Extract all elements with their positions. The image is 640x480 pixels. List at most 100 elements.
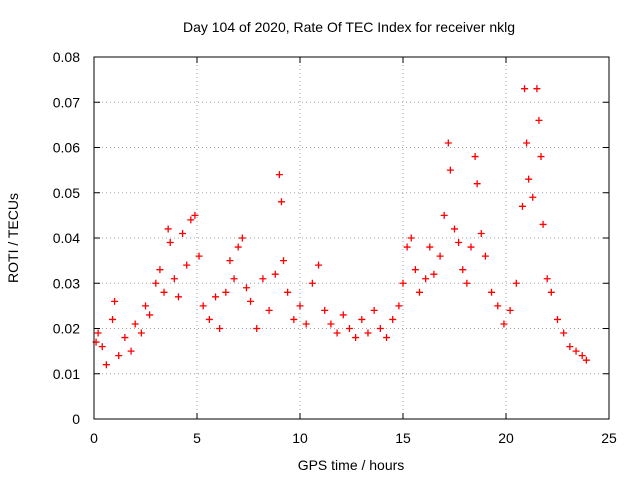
x-tick-label: 25 [601,430,617,446]
x-tick-label: 15 [395,430,411,446]
data-point [535,116,543,124]
grid-lines [94,57,609,419]
data-point [109,315,117,323]
data-point [174,293,182,301]
data-point [195,252,203,260]
data-point [271,270,279,278]
data-point [395,302,403,310]
data-point [506,306,514,314]
data-point [407,234,415,242]
data-point [399,279,407,287]
x-tick-label: 5 [193,430,201,446]
data-point [521,85,529,93]
axis-ticks [93,56,610,420]
data-point [352,334,360,342]
data-point [403,243,411,251]
data-point [115,352,123,360]
data-point [481,252,489,260]
data-point [533,85,541,93]
data-point [164,225,172,233]
data-point [525,175,533,183]
data-point [191,211,199,219]
data-point [333,329,341,337]
data-point [111,297,119,305]
data-point [566,343,574,351]
data-point [327,320,335,328]
data-point [494,302,502,310]
x-tick-label: 10 [292,430,308,446]
data-point [389,315,397,323]
data-point [451,225,458,233]
data-point [265,306,273,314]
data-point [102,361,110,369]
data-point [187,216,195,224]
chart-title: Day 104 of 2020, Rate Of TEC Index for r… [183,19,515,35]
data-point [471,153,479,161]
x-tick-label: 0 [90,430,98,446]
data-point [315,261,323,269]
data-point [222,288,230,296]
data-point [127,347,135,355]
data-point [247,297,255,305]
y-tick-label: 0.08 [53,49,80,65]
data-point [572,347,580,355]
data-point [446,166,454,174]
data-point [467,243,475,251]
data-point [230,275,238,283]
data-point [290,315,298,323]
data-point [477,229,485,237]
data-point [121,334,129,342]
data-point [543,275,551,283]
data-point [275,171,283,179]
data-point [179,229,187,237]
data-point [383,334,391,342]
data-point [376,325,384,332]
data-point [253,325,261,332]
data-point [284,288,292,296]
x-tick-labels: 0 5 10 15 20 25 [90,430,617,446]
y-tick-label: 0.05 [53,185,80,201]
data-point [94,329,102,337]
y-tick-label: 0.03 [53,275,80,291]
data-point [411,266,419,274]
data-point [440,211,448,219]
data-point [539,220,547,228]
data-point [488,288,496,296]
y-tick-label: 0.07 [53,94,80,110]
data-point [321,306,329,314]
data-point [358,315,366,323]
data-point [500,320,508,328]
data-point [183,261,191,269]
data-point [430,270,438,278]
data-point [156,266,164,274]
data-point [296,302,304,310]
data-point [473,180,481,188]
data-point [152,279,160,287]
data-point [226,257,234,265]
data-point [455,239,463,247]
data-point [518,202,526,210]
data-point [529,193,537,201]
data-point [422,275,430,283]
data-point [277,198,285,206]
data-point [463,279,471,287]
data-point [537,153,545,161]
data-point [370,306,378,314]
data-point [345,325,353,332]
data-point [364,329,372,337]
data-point [554,315,561,323]
data-point [234,243,242,251]
y-tick-label: 0.06 [53,140,80,156]
data-point [238,234,246,242]
data-point [170,275,178,283]
data-point [199,302,207,310]
data-point [444,139,452,147]
data-point [582,356,590,364]
data-point [98,343,106,351]
data-point [426,243,434,251]
x-tick-label: 20 [498,430,514,446]
data-point [205,315,213,323]
y-tick-label: 0.01 [53,366,80,382]
data-point [160,288,168,296]
